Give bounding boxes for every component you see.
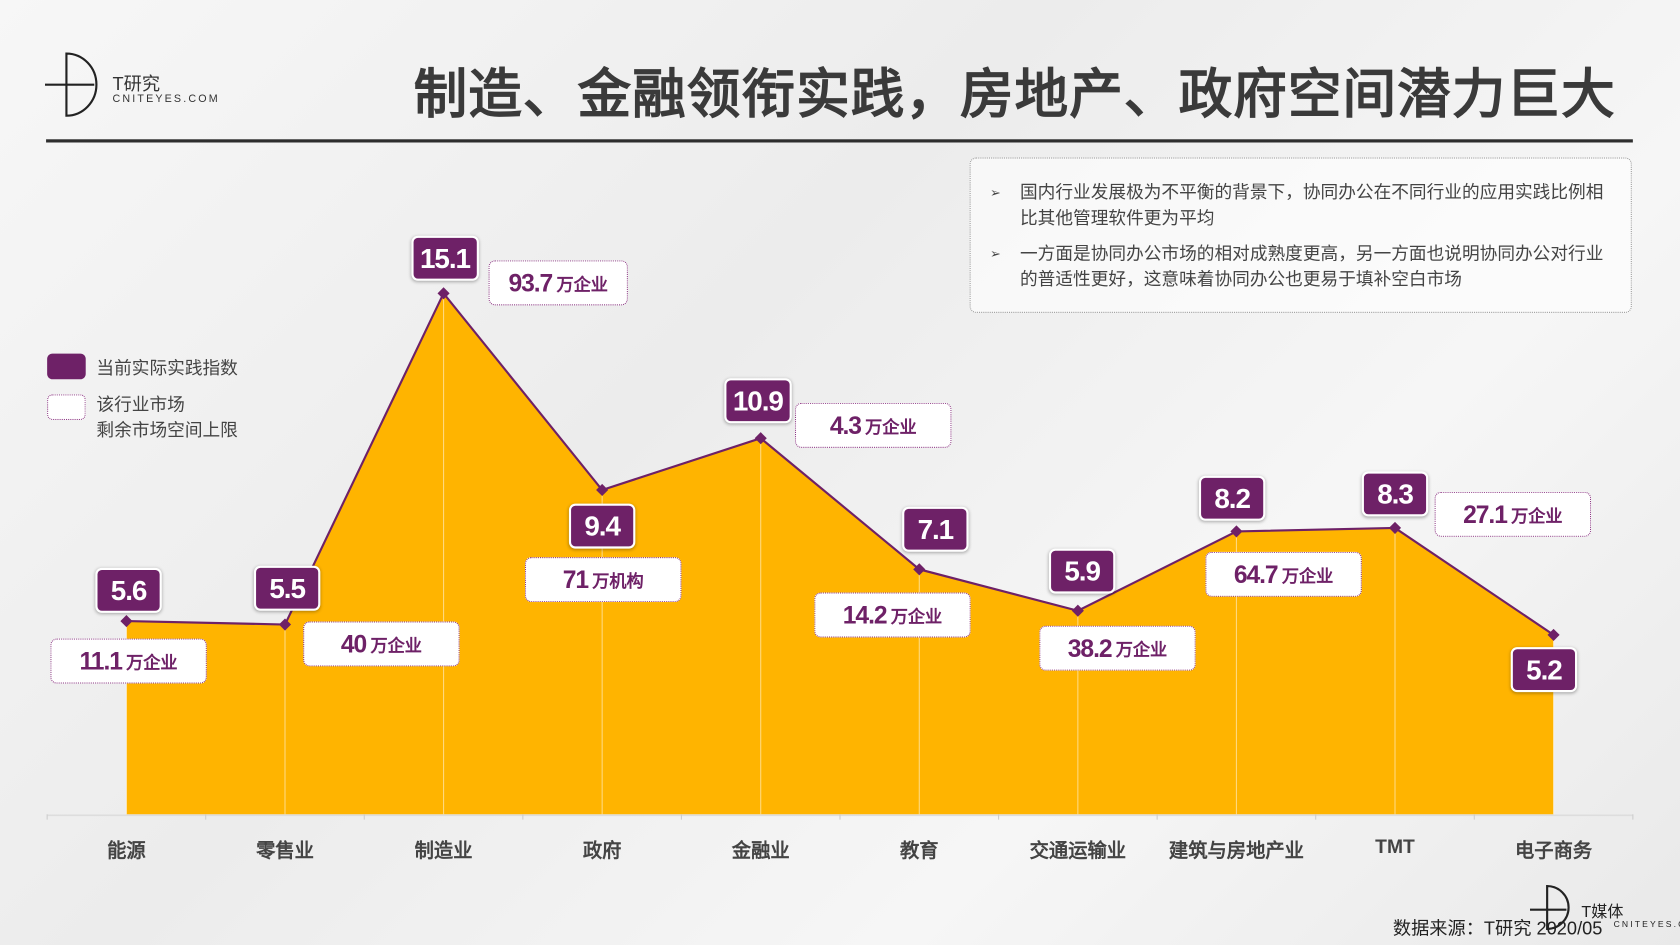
market-space-label: 71 万机构 (525, 557, 682, 603)
legend-item-index: 当前实际实践指数 (47, 353, 238, 380)
series-line (126, 291, 1555, 636)
x-tick-label: 建筑与房地产业 (1168, 840, 1304, 862)
market-value: 11.1 (79, 646, 123, 675)
brand-text: T媒体 (1581, 903, 1624, 922)
market-space-label: 14.2 万企业 (814, 592, 971, 638)
data-point (1388, 521, 1402, 534)
value-badge: 7.1 (902, 506, 969, 552)
x-tick-label: 电子商务 (1515, 840, 1593, 862)
market-unit: 万企业 (126, 654, 178, 673)
market-space-label: 40 万企业 (303, 621, 460, 667)
market-value: 27.1 (1463, 499, 1508, 528)
data-point (754, 432, 767, 445)
market-unit: 万企业 (1511, 507, 1563, 527)
market-unit: 万企业 (1115, 641, 1168, 661)
insight-box: ➢ 国内行业发展极为不平衡的背景下，协同办公在不同行业的应用实践比例相比其他管理软… (969, 157, 1632, 313)
market-value: 40 (340, 629, 367, 658)
value-badge: 9.4 (568, 503, 636, 549)
insight-bullet: ➢ 一方面是协同办公市场的相对成熟度更高，另一方面也说明协同办公对行业的普适性更好… (990, 241, 1609, 292)
value-badge: 5.6 (95, 567, 162, 613)
logo-subtext: CNITEYES.COM (112, 93, 220, 106)
market-unit: 万机构 (592, 573, 644, 592)
insight-text: 一方面是协同办公市场的相对成熟度更高，另一方面也说明协同办公对行业的普适性更好，… (1020, 244, 1604, 290)
market-space-label: 4.3 万企业 (795, 402, 952, 448)
data-source: 数据来源：T研究 2020/05 (1392, 918, 1603, 939)
market-space-label: 27.1 万企业 (1434, 491, 1592, 537)
value-badge: 8.3 (1361, 471, 1429, 517)
x-tick-label: 能源 (107, 840, 146, 862)
value-badge: 10.9 (724, 378, 792, 424)
brand-subtext: CNITEYES.COM (1613, 919, 1680, 929)
x-tick-label: 制造业 (414, 840, 473, 862)
x-tick-label: TMT (1375, 835, 1415, 858)
insight-text: 国内行业发展极为不平衡的背景下，协同办公在不同行业的应用实践比例相比其他管理软件… (1020, 183, 1604, 229)
legend-swatch-dotted (47, 394, 86, 421)
legend-swatch-purple (47, 353, 86, 380)
value-badge: 8.2 (1198, 475, 1266, 521)
market-unit: 万企业 (890, 608, 943, 627)
market-value: 71 (562, 565, 589, 594)
x-tick-label: 金融业 (731, 840, 790, 862)
market-unit: 万企业 (370, 637, 422, 656)
t-media-logo-icon (1530, 884, 1570, 931)
market-space-label: 64.7 万企业 (1205, 551, 1362, 597)
market-value: 4.3 (829, 410, 862, 439)
market-space-label: 93.7 万企业 (488, 260, 628, 306)
value-badge: 5.5 (253, 565, 321, 611)
arrow-bullet-icon: ➢ (990, 246, 1001, 262)
data-point (278, 618, 292, 631)
market-value: 93.7 (508, 268, 554, 297)
market-value: 14.2 (842, 600, 888, 629)
chart-legend: 当前实际实践指数 该行业市场 剩余市场空间上限 (47, 353, 238, 453)
value-badge: 15.1 (411, 235, 479, 281)
x-tick-label: 教育 (900, 840, 939, 862)
value-badge: 5.9 (1048, 548, 1116, 594)
legend-label: 当前实际实践指数 (96, 358, 238, 379)
area-fill (126, 293, 1554, 815)
market-space-label: 38.2 万企业 (1039, 625, 1196, 671)
t-research-logo-icon (45, 52, 98, 117)
legend-label: 该行业市场 剩余市场空间上限 (96, 395, 238, 441)
x-tick-label: 交通运输业 (1029, 840, 1127, 862)
x-tick-label: 政府 (582, 840, 622, 862)
market-unit: 万企业 (1281, 567, 1334, 587)
value-badge: 5.2 (1510, 647, 1578, 693)
market-value: 64.7 (1233, 559, 1279, 588)
page-title: 制造、金融领衔实践，房地产、政府空间潜力巨大 (413, 64, 1616, 125)
arrow-bullet-icon: ➢ (990, 185, 1001, 201)
insight-bullet: ➢ 国内行业发展极为不平衡的背景下，协同办公在不同行业的应用实践比例相比其他管理软… (990, 180, 1609, 231)
market-value: 38.2 (1067, 633, 1113, 662)
x-tick-label: 零售业 (256, 840, 314, 862)
market-unit: 万企业 (556, 276, 608, 295)
title-divider (46, 139, 1633, 143)
logo-text: T研究 (112, 73, 161, 95)
market-unit: 万企业 (865, 418, 917, 438)
legend-item-market: 该行业市场 剩余市场空间上限 (47, 390, 238, 441)
market-space-label: 11.1 万企业 (50, 638, 207, 684)
